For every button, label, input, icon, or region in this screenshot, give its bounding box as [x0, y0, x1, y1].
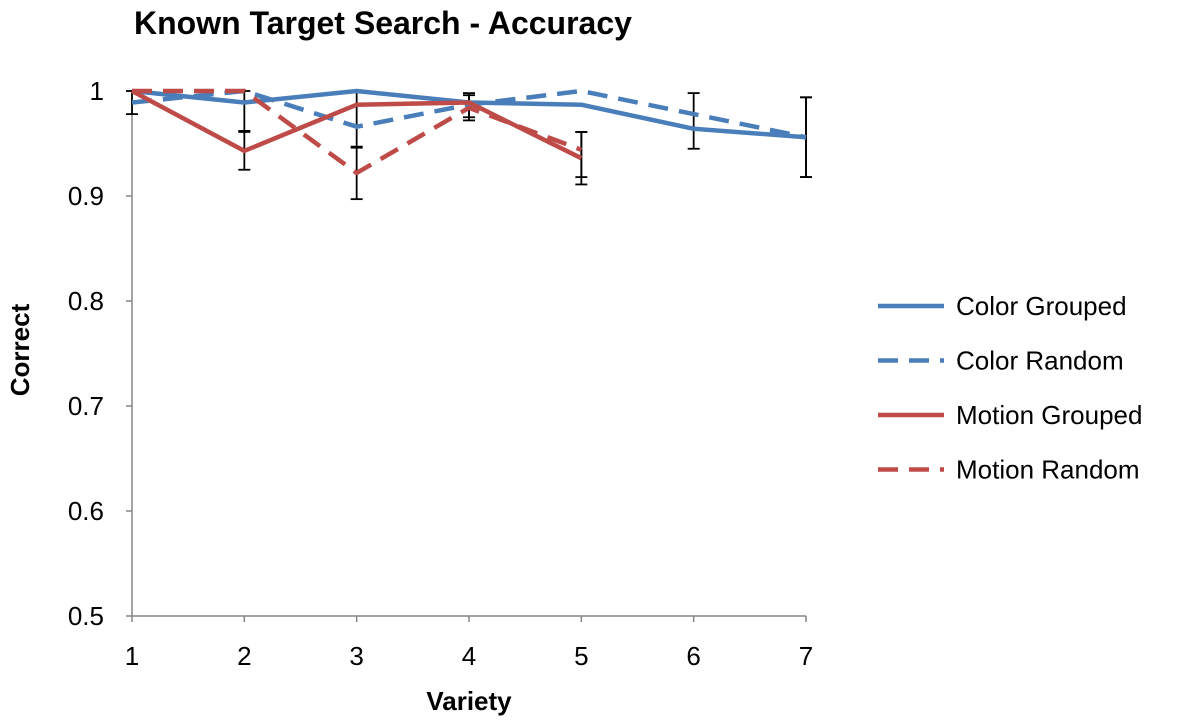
chart-title: Known Target Search - Accuracy	[134, 5, 632, 41]
x-tick-label: 1	[125, 641, 139, 671]
x-tick-label: 2	[237, 641, 251, 671]
legend-label: Color Random	[956, 346, 1124, 376]
series-line-motion-random	[132, 88, 583, 176]
legend: Color Grouped Color Random Motion Grouped M…	[878, 291, 1142, 485]
y-tick-label: 0.8	[68, 286, 104, 316]
y-tick-label: 1	[90, 76, 104, 106]
y-tick-label: 0.9	[68, 181, 104, 211]
x-tick-label: 4	[462, 641, 476, 671]
legend-label: Motion Grouped	[956, 400, 1142, 430]
y-tick-label: 0.6	[68, 496, 104, 526]
x-tick-label: 3	[349, 641, 363, 671]
y-tick-label: 0.5	[68, 601, 104, 631]
x-axis-title: Variety	[426, 686, 512, 716]
plot-area: 0.5 0.6 0.7 0.8 0.9 1 1 2 3 4 5 6 7	[68, 76, 813, 671]
legend-label: Color Grouped	[956, 291, 1127, 321]
y-axis-title: Correct	[5, 303, 35, 396]
x-tick-label: 6	[686, 641, 700, 671]
x-tick-label: 7	[799, 641, 813, 671]
x-tick-label: 5	[574, 641, 588, 671]
y-tick-label: 0.7	[68, 391, 104, 421]
legend-label: Motion Random	[956, 455, 1140, 485]
